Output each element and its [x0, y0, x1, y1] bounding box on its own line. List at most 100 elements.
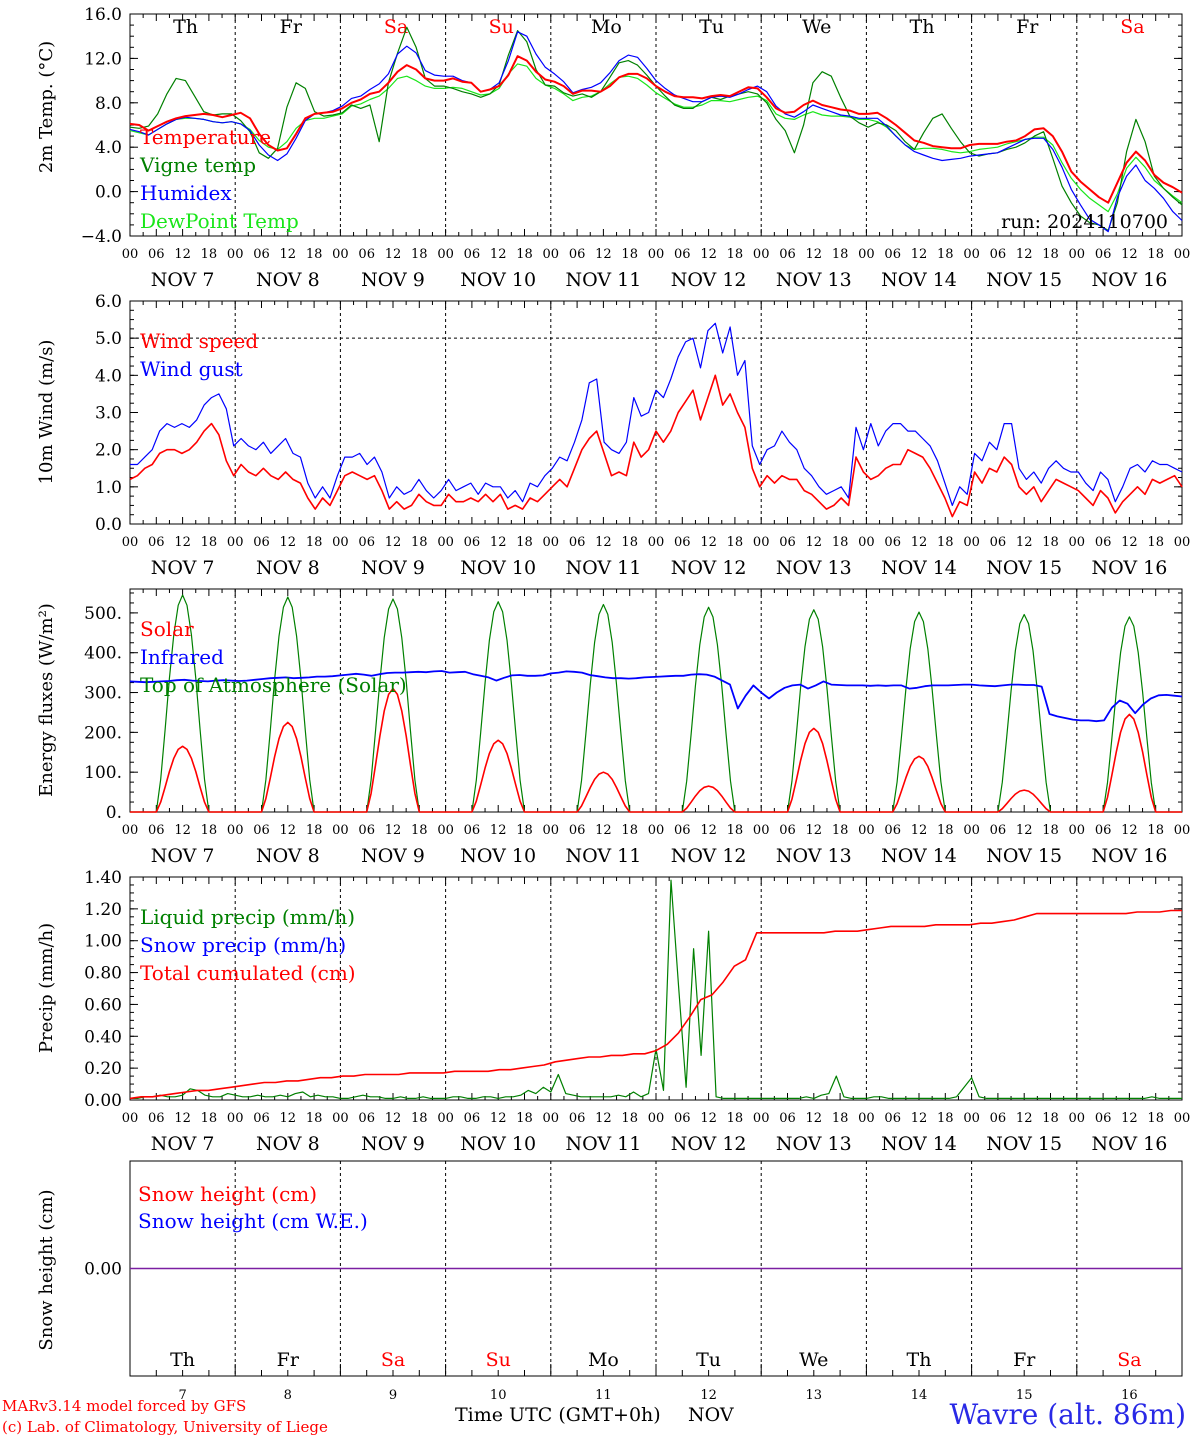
- hour-label: 00: [227, 1111, 244, 1126]
- hour-label: 12: [595, 535, 612, 550]
- date-label: NOV 11: [565, 557, 641, 579]
- hour-label: 00: [227, 535, 244, 550]
- hour-label: 18: [832, 535, 849, 550]
- hour-label: 00: [332, 1111, 349, 1126]
- hour-label: 18: [306, 823, 323, 838]
- hour-label: 18: [937, 247, 954, 262]
- date-label: NOV 7: [151, 269, 215, 291]
- hour-label: 06: [990, 247, 1007, 262]
- hour-label: 18: [621, 535, 638, 550]
- hour-label: 12: [280, 1111, 297, 1126]
- hour-label: 12: [1121, 247, 1138, 262]
- hour-label: 18: [516, 823, 533, 838]
- hour-label: 06: [253, 1111, 270, 1126]
- hour-label: 00: [1174, 247, 1191, 262]
- hour-label: 12: [174, 823, 191, 838]
- hour-label: 00: [963, 247, 980, 262]
- date-label: NOV 11: [565, 845, 641, 867]
- hour-label: 06: [884, 247, 901, 262]
- date-label: NOV 13: [776, 269, 852, 291]
- y-tick-label: 2.0: [95, 441, 122, 461]
- hour-label: 06: [1095, 247, 1112, 262]
- y-tick-label: 0.60: [84, 995, 122, 1015]
- hour-label: 18: [727, 823, 744, 838]
- hour-label: 06: [464, 247, 481, 262]
- hour-label: 00: [858, 247, 875, 262]
- hour-label: 18: [727, 1111, 744, 1126]
- date-label: NOV 15: [986, 1133, 1062, 1155]
- hour-label: 06: [990, 1111, 1007, 1126]
- hour-label: 06: [464, 823, 481, 838]
- date-label: NOV 7: [151, 845, 215, 867]
- hour-label: 12: [385, 1111, 402, 1126]
- weekday-label-bottom: Th: [907, 1349, 932, 1371]
- y-tick-label: −4.0: [81, 227, 122, 247]
- hour-label: 18: [937, 535, 954, 550]
- hour-label: 18: [411, 823, 428, 838]
- date-label: NOV 11: [565, 269, 641, 291]
- hour-label: 12: [911, 247, 928, 262]
- hour-label: 00: [122, 823, 139, 838]
- hour-label: 06: [779, 535, 796, 550]
- weekday-label-top: Tu: [699, 16, 724, 38]
- day-number-label: 15: [1016, 1388, 1033, 1403]
- y-tick-label: 5.0: [95, 329, 122, 349]
- legend-total-cumulated: Total cumulated (cm): [140, 961, 356, 985]
- hour-label: 18: [1042, 1111, 1059, 1126]
- hour-label: 18: [411, 1111, 428, 1126]
- hour-label: 18: [306, 535, 323, 550]
- hour-label: 06: [674, 823, 691, 838]
- date-label: NOV 13: [776, 557, 852, 579]
- hour-label: 18: [937, 823, 954, 838]
- y-tick-label: 0.0: [95, 515, 122, 535]
- y-tick-label: 16.0: [84, 5, 122, 25]
- hour-label: 12: [490, 535, 507, 550]
- date-label: NOV 15: [986, 845, 1062, 867]
- legend-wind-speed: Wind speed: [140, 329, 258, 353]
- hour-label: 18: [832, 1111, 849, 1126]
- weekday-label-top: We: [802, 16, 831, 38]
- weekday-label-top: Th: [910, 16, 935, 38]
- hour-label: 00: [963, 1111, 980, 1126]
- hour-label: 12: [174, 247, 191, 262]
- hour-label: 06: [464, 1111, 481, 1126]
- model-credit: MARv3.14 model forced by GFS: [2, 1397, 247, 1415]
- hour-label: 18: [1042, 535, 1059, 550]
- hour-label: 12: [1121, 1111, 1138, 1126]
- hour-label: 18: [1147, 823, 1164, 838]
- legend-snow-precip: Snow precip (mm/h): [140, 933, 346, 957]
- hour-label: 06: [1095, 535, 1112, 550]
- date-label: NOV 9: [361, 1133, 425, 1155]
- hour-label: 12: [280, 535, 297, 550]
- hour-label: 18: [306, 247, 323, 262]
- hour-label: 18: [727, 247, 744, 262]
- legend-humidex: Humidex: [140, 181, 232, 205]
- legend-wind-gust: Wind gust: [140, 357, 243, 381]
- hour-label: 06: [464, 535, 481, 550]
- hour-label: 18: [201, 247, 218, 262]
- hour-label: 06: [990, 535, 1007, 550]
- hour-label: 18: [516, 535, 533, 550]
- legend-infrared: Infrared: [140, 645, 224, 669]
- weekday-label-bottom: We: [799, 1349, 828, 1371]
- hour-label: 06: [779, 247, 796, 262]
- day-number-label: 8: [284, 1388, 292, 1403]
- date-label: NOV 8: [256, 1133, 320, 1155]
- hour-label: 00: [753, 535, 770, 550]
- date-label: NOV 8: [256, 269, 320, 291]
- hour-label: 06: [569, 823, 586, 838]
- y-axis-label: Snow height (cm): [36, 1189, 57, 1350]
- y-tick-label: 1.00: [84, 932, 122, 952]
- infrared-line: [129, 670, 1183, 723]
- hour-label: 00: [648, 823, 665, 838]
- hour-label: 18: [201, 535, 218, 550]
- hour-label: 12: [174, 535, 191, 550]
- hour-label: 18: [727, 535, 744, 550]
- date-label: NOV 11: [565, 1133, 641, 1155]
- date-label: NOV 7: [151, 557, 215, 579]
- hour-label: 06: [779, 823, 796, 838]
- date-label: NOV 10: [460, 557, 536, 579]
- hour-label: 12: [595, 247, 612, 262]
- date-label: NOV 14: [881, 269, 957, 291]
- hour-label: 00: [648, 1111, 665, 1126]
